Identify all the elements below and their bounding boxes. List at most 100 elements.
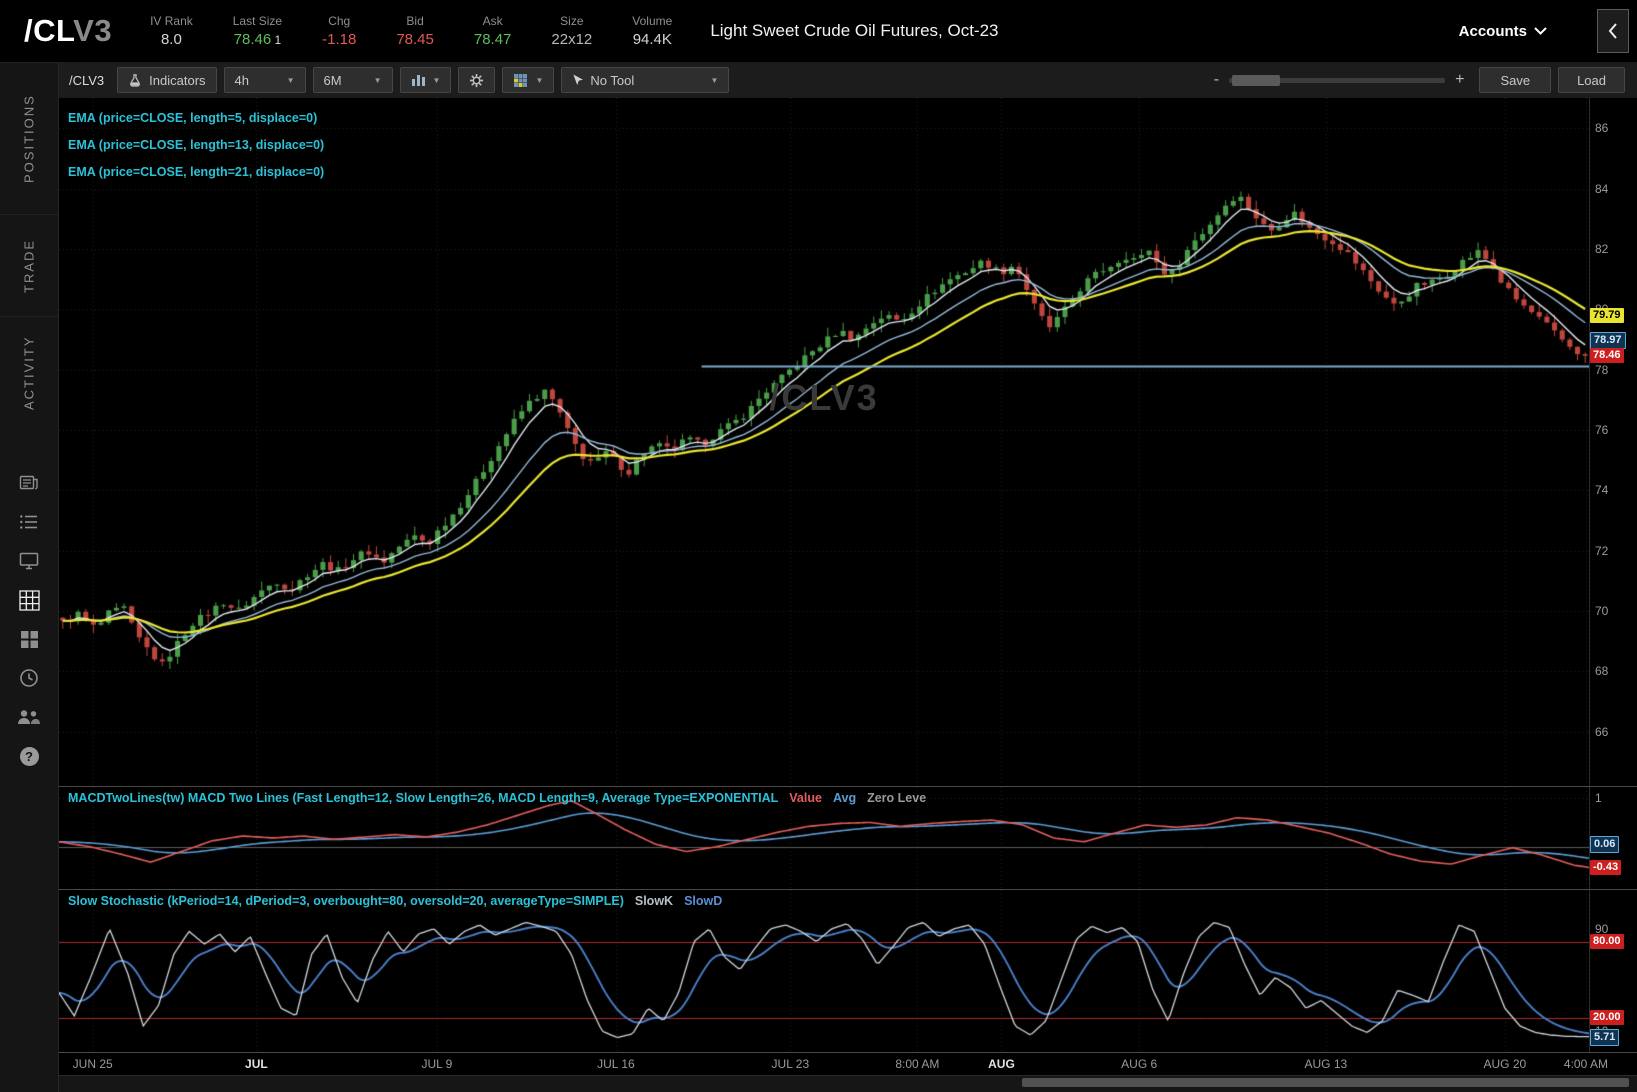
dashboard-icon[interactable] xyxy=(16,626,42,652)
stochastic-tick: 90 xyxy=(1595,921,1609,936)
chevron-down-icon: ▼ xyxy=(373,75,382,85)
chevron-down-icon: ▼ xyxy=(535,75,544,85)
timeframe-value: 4h xyxy=(234,72,250,88)
sidebar-tab-activity[interactable]: ACTIVITY xyxy=(0,316,58,428)
zoom-out-button[interactable]: - xyxy=(1213,71,1220,88)
gear-icon xyxy=(470,73,484,87)
quote-field: Ask 78.47 xyxy=(474,14,512,48)
news-icon[interactable] xyxy=(16,470,42,496)
price-tick: 86 xyxy=(1595,121,1609,136)
price-badge: 79.79 xyxy=(1590,307,1624,323)
indicators-flask-icon xyxy=(130,73,141,87)
community-icon[interactable] xyxy=(16,704,42,730)
price-tick: 84 xyxy=(1595,181,1609,196)
settings-gear-button[interactable] xyxy=(458,67,496,93)
chevron-down-icon: ▼ xyxy=(710,75,719,85)
macd-tick: 1 xyxy=(1595,791,1602,806)
save-button[interactable]: Save xyxy=(1479,67,1552,93)
sidebar-icons: ? xyxy=(16,470,42,769)
price-tick: 74 xyxy=(1595,483,1609,498)
price-tick: 68 xyxy=(1595,664,1609,679)
quote-field-label: Chg xyxy=(328,14,351,28)
macd-canvas[interactable] xyxy=(59,787,1589,889)
quote-field: Bid 78.45 xyxy=(396,14,434,48)
price-badge: 78.97 xyxy=(1590,332,1626,350)
price-tick: 82 xyxy=(1595,241,1609,256)
quote-field-label: Volume xyxy=(632,14,673,28)
chevron-down-icon: ▼ xyxy=(432,75,441,85)
price-badge: 78.46 xyxy=(1590,347,1624,363)
sidebar-tabs: POSITIONS TRADE ACTIVITY xyxy=(0,62,58,428)
symbol-contract: V3 xyxy=(73,13,113,48)
sidebar-tab-trade[interactable]: TRADE xyxy=(0,214,58,316)
zoom-slider[interactable] xyxy=(1229,74,1446,86)
scrollbar-thumb[interactable] xyxy=(1021,1078,1630,1087)
quote-field-value: -1.18 xyxy=(322,31,357,48)
macd-axis[interactable]: 100.06-0.43 xyxy=(1589,787,1637,889)
time-axis-label: JUL 16 xyxy=(597,1057,635,1071)
load-button[interactable]: Load xyxy=(1558,67,1625,93)
help-icon[interactable]: ? xyxy=(16,743,42,769)
price-tick: 72 xyxy=(1595,543,1609,558)
watchlist-icon[interactable] xyxy=(16,509,42,535)
chart-style-icon xyxy=(411,75,425,86)
quote-field-label: Ask xyxy=(482,14,503,28)
sidebar-tab-positions[interactable]: POSITIONS xyxy=(0,62,58,214)
collapse-panel-button[interactable] xyxy=(1597,9,1629,53)
zoom-in-button[interactable]: + xyxy=(1455,71,1465,88)
time-axis-label: AUG 6 xyxy=(1121,1057,1158,1071)
stochastic-canvas[interactable] xyxy=(59,890,1589,1052)
instrument-title: Light Sweet Crude Oil Futures, Oct-23 xyxy=(710,21,999,40)
symbol-root: /CL xyxy=(24,13,74,48)
quote-field-label: IV Rank xyxy=(150,14,193,28)
time-axis-label: AUG 13 xyxy=(1304,1057,1348,1071)
chart-style-dropdown[interactable]: ▼ xyxy=(399,67,452,93)
toolbar-symbol-label: /CLV3 xyxy=(69,72,105,88)
symbol: /CLV3 xyxy=(24,13,112,49)
monitor-icon[interactable] xyxy=(16,548,42,574)
price-tick: 78 xyxy=(1595,362,1609,377)
zoom-slider-thumb[interactable] xyxy=(1232,74,1281,86)
quote-field-extra: 1 xyxy=(271,33,282,47)
timeframe-dropdown[interactable]: 4h ▼ xyxy=(223,67,306,93)
range-dropdown[interactable]: 6M ▼ xyxy=(312,67,393,93)
quote-field-label: Last Size xyxy=(232,14,283,28)
time-axis-label: JUN 25 xyxy=(72,1057,113,1071)
grid-layout-icon xyxy=(514,73,528,87)
indicators-button[interactable]: Indicators xyxy=(117,67,217,93)
price-tick: 76 xyxy=(1595,422,1609,437)
price-chart-canvas[interactable] xyxy=(59,98,1589,786)
clock-icon[interactable] xyxy=(16,665,42,691)
quote-field-value: 78.45 xyxy=(396,31,434,48)
stochastic-badge: 80.00 xyxy=(1590,933,1624,949)
quote-field: Chg -1.18 xyxy=(322,14,356,48)
drawing-tool-dropdown[interactable]: No Tool ▼ xyxy=(561,67,730,93)
time-axis[interactable]: JUN 25 JUL JUL 9 JUL 16 JUL 23 8:00 AM AUG AUG … xyxy=(59,1052,1637,1075)
macd-badge: 0.06 xyxy=(1590,835,1620,853)
quote-field: Volume 94.4K xyxy=(632,14,672,48)
indicators-button-label: Indicators xyxy=(149,72,206,88)
charts-grid-icon[interactable] xyxy=(16,587,42,613)
macd-badge: -0.43 xyxy=(1590,859,1622,875)
stochastic-badge: 20.00 xyxy=(1590,1010,1624,1026)
quote-fields: IV Rank 8.0 Last Size 78.46 1 Chg -1.18 Bid 78.… xyxy=(150,14,672,48)
time-axis-label: JUL 9 xyxy=(421,1057,453,1071)
header: /CLV3 IV Rank 8.0 Last Size 78.46 1 Chg -1.18… xyxy=(0,0,1637,62)
quote-field-value: 78.47 xyxy=(473,31,512,48)
quote-field-value: 22x12 xyxy=(551,31,593,48)
price-tick: 70 xyxy=(1595,603,1609,618)
macd-panel: 100.06-0.43 MACDTwoLines(tw) MACD Two Li… xyxy=(59,786,1637,889)
price-tick: 66 xyxy=(1595,724,1609,739)
sidebar: POSITIONS TRADE ACTIVITY xyxy=(0,62,59,1092)
zoom-control: - + xyxy=(1214,71,1465,89)
horizontal-scrollbar[interactable] xyxy=(59,1075,1637,1092)
range-value: 6M xyxy=(323,72,342,88)
grid-layout-dropdown[interactable]: ▼ xyxy=(502,67,555,93)
accounts-menu[interactable]: Accounts xyxy=(1459,23,1547,40)
chevron-down-icon: ▼ xyxy=(286,75,295,85)
